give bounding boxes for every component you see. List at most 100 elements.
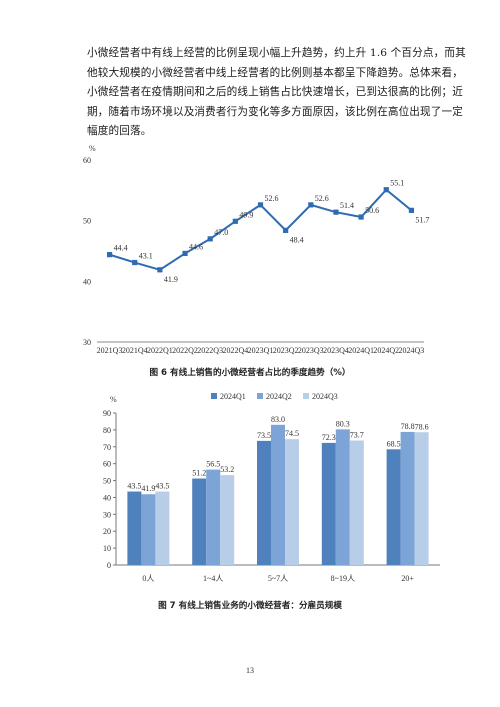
y-tick-label: 20 xyxy=(103,527,111,536)
y-axis-unit: % xyxy=(89,144,96,153)
data-point-marker xyxy=(106,252,113,258)
data-label: 44.4 xyxy=(114,244,128,253)
data-label: 41.9 xyxy=(164,275,178,284)
data-point-marker xyxy=(383,187,389,193)
x-tick-label: 1~4人 xyxy=(203,574,223,583)
legend-swatch xyxy=(303,393,309,399)
x-tick-label: 2024Q2 xyxy=(373,346,399,355)
data-label: 43.1 xyxy=(139,252,153,261)
y-tick-label: 0 xyxy=(107,561,111,570)
paragraph-line: 他较大规模的小微经营者中线上经营者的比例则基本都呈下降趋势。总体来看， xyxy=(87,66,464,79)
bar-data-label: 41.9 xyxy=(141,484,155,493)
bar xyxy=(206,469,221,565)
y-tick-label: 60 xyxy=(103,460,111,469)
data-label: 52.6 xyxy=(315,194,329,203)
y-tick-label: 60 xyxy=(83,156,91,165)
y-tick-label: 50 xyxy=(103,477,111,486)
data-point-marker xyxy=(207,236,213,242)
data-label: 44.6 xyxy=(189,242,203,251)
data-label: 52.6 xyxy=(265,194,279,203)
bar-data-label: 53.2 xyxy=(220,465,234,474)
legend-label: 2024Q3 xyxy=(312,392,338,401)
y-tick-label: 70 xyxy=(103,443,111,452)
bar-data-label: 51.2 xyxy=(192,469,206,478)
page-number: 13 xyxy=(246,666,254,675)
bar xyxy=(335,429,350,565)
bar xyxy=(127,491,142,565)
data-point-marker xyxy=(333,209,339,215)
data-point-marker xyxy=(182,250,188,257)
x-tick-label: 20+ xyxy=(401,574,414,583)
x-tick-label: 2024Q1 xyxy=(348,346,374,355)
bar-data-label: 73.5 xyxy=(257,431,271,440)
paragraph-line: 幅度的回落。 xyxy=(87,125,152,138)
y-tick-label: 80 xyxy=(103,426,111,435)
paragraph-line: 期，随着市场环境以及消费者行为变化等多方面原因，该比例在高位出现了一定 xyxy=(87,105,464,118)
data-point-marker xyxy=(283,227,289,233)
bar xyxy=(257,440,271,565)
x-tick-label: 2022Q2 xyxy=(172,346,198,355)
y-tick-label: 50 xyxy=(83,217,91,226)
x-tick-label: 5~7人 xyxy=(268,574,288,583)
bar-data-label: 72.3 xyxy=(322,433,336,442)
y-tick-label: 40 xyxy=(83,277,91,286)
bar-chart-figure7: 0 10 20 30 40 50 60 70 80 90% 2024Q1 2024Q2 2024Q3 0人… xyxy=(103,392,440,583)
bar-data-label: 73.7 xyxy=(350,431,364,440)
x-tick-label: 8~19人 xyxy=(331,574,355,583)
x-tick-label: 2023Q3 xyxy=(298,346,324,355)
paragraph-line: 小微经营者在疫情期间和之后的线上销售占比快速增长，已到达很高的比例；近 xyxy=(87,86,464,99)
bar-data-label: 68.5 xyxy=(387,439,401,448)
data-point-marker xyxy=(257,202,264,208)
data-point-marker xyxy=(132,259,138,266)
legend-swatch xyxy=(211,393,217,399)
bar xyxy=(400,431,415,565)
bar-data-label: 80.3 xyxy=(336,419,350,428)
data-label: 48.4 xyxy=(290,235,304,244)
y-tick-label: 30 xyxy=(83,338,91,347)
bar-data-label: 78.8 xyxy=(401,422,415,431)
x-tick-label: 2023Q2 xyxy=(273,346,299,355)
bar-data-label: 43.5 xyxy=(155,482,169,491)
bar-data-label: 74.5 xyxy=(285,429,299,438)
data-point-marker xyxy=(408,207,415,213)
bar-data-label: 78.6 xyxy=(415,422,429,431)
data-label: 49.9 xyxy=(239,210,253,219)
x-tick-label: 0人 xyxy=(142,574,154,583)
data-point-marker xyxy=(157,267,163,273)
bar xyxy=(141,494,156,565)
legend-swatch xyxy=(257,393,263,399)
figure6-caption: 图 6 有线上销售的小微经营者占比的季度趋势（%） xyxy=(149,368,351,378)
x-tick-label: 2023Q1 xyxy=(248,346,274,355)
y-axis-unit: % xyxy=(110,395,117,404)
x-tick-label: 2023Q4 xyxy=(323,346,349,355)
y-tick-label: 40 xyxy=(103,493,111,502)
x-tick-label: 2022Q3 xyxy=(197,346,223,355)
bar xyxy=(321,442,336,565)
data-label: 50.6 xyxy=(365,206,379,215)
x-tick-label: 2022Q1 xyxy=(147,346,173,355)
bar xyxy=(192,478,207,565)
bar-data-label: 83.0 xyxy=(271,415,285,424)
bar xyxy=(285,439,299,565)
bar xyxy=(155,491,170,565)
data-label: 47.0 xyxy=(214,228,228,237)
y-tick-label: 30 xyxy=(103,510,111,519)
y-tick-label: 90 xyxy=(103,409,111,418)
legend-label: 2024Q1 xyxy=(220,392,246,401)
data-point-marker xyxy=(232,218,238,224)
data-label: 51.4 xyxy=(340,201,354,210)
bar-data-label: 56.5 xyxy=(206,460,220,469)
x-tick-label: 2024Q3 xyxy=(399,346,425,355)
data-point-marker xyxy=(358,214,364,220)
data-label: 51.7 xyxy=(415,215,429,224)
x-tick-label: 2022Q4 xyxy=(222,346,248,355)
x-tick-label: 2021Q3 xyxy=(97,346,123,355)
data-point-marker xyxy=(308,202,314,208)
bar xyxy=(349,440,364,565)
data-label: 55.1 xyxy=(390,179,404,188)
x-tick-label: 2021Q4 xyxy=(122,346,148,355)
paragraph-line: 小微经营者中有线上经营的比例呈现小幅上升趋势，约上升 1.6 个百分点，而其 xyxy=(87,47,466,59)
y-tick-label: 10 xyxy=(103,544,111,553)
bar xyxy=(220,475,235,565)
